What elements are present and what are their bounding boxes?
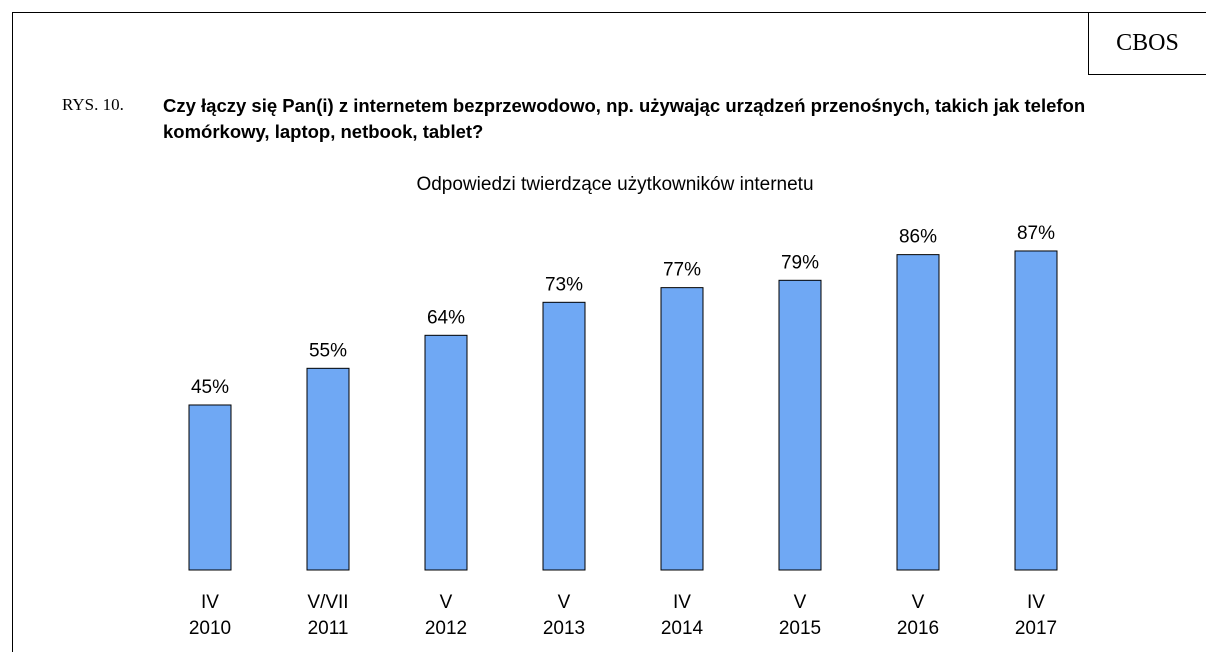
value-label: 45% — [191, 377, 229, 398]
frame — [12, 12, 1206, 652]
value-label: 79% — [781, 252, 819, 273]
bar — [1014, 250, 1058, 571]
bar — [424, 334, 468, 571]
value-label: 86% — [899, 227, 937, 248]
figure-label: RYS. 10. — [62, 95, 124, 114]
x-tick-label: V — [912, 592, 925, 613]
x-tick-label: V — [440, 592, 453, 613]
x-tick-label: IV — [201, 592, 219, 613]
chart-title: Czy łączy się Pan(i) z internetem bezprz… — [163, 95, 1086, 142]
x-tick-label: 2013 — [543, 618, 585, 639]
x-tick-label: V — [794, 592, 807, 613]
x-tick-label: 2016 — [897, 618, 939, 639]
bar — [306, 367, 350, 571]
bar — [896, 254, 940, 571]
x-tick-label: V/VII — [307, 592, 348, 613]
value-label: 55% — [309, 340, 347, 361]
x-tick-label: 2012 — [425, 618, 467, 639]
x-tick-label: 2011 — [308, 618, 349, 639]
bar — [542, 301, 586, 571]
bar — [778, 279, 822, 571]
value-label: 87% — [1017, 223, 1055, 244]
x-tick-label: 2010 — [189, 618, 231, 639]
bar — [188, 404, 232, 571]
x-tick-label: V — [558, 592, 571, 613]
x-tick-label: IV — [673, 592, 691, 613]
brand: CBOS — [1088, 12, 1206, 75]
value-label: 73% — [545, 274, 583, 295]
x-tick-label: IV — [1027, 592, 1045, 613]
bar — [660, 287, 704, 571]
chart-subtitle: Odpowiedzi twierdzące użytkowników inter… — [416, 174, 813, 195]
x-tick-label: 2017 — [1015, 618, 1057, 639]
x-tick-label: 2014 — [661, 618, 704, 639]
value-label: 64% — [427, 307, 465, 328]
x-tick-label: 2015 — [779, 618, 821, 639]
value-label: 77% — [663, 260, 701, 281]
